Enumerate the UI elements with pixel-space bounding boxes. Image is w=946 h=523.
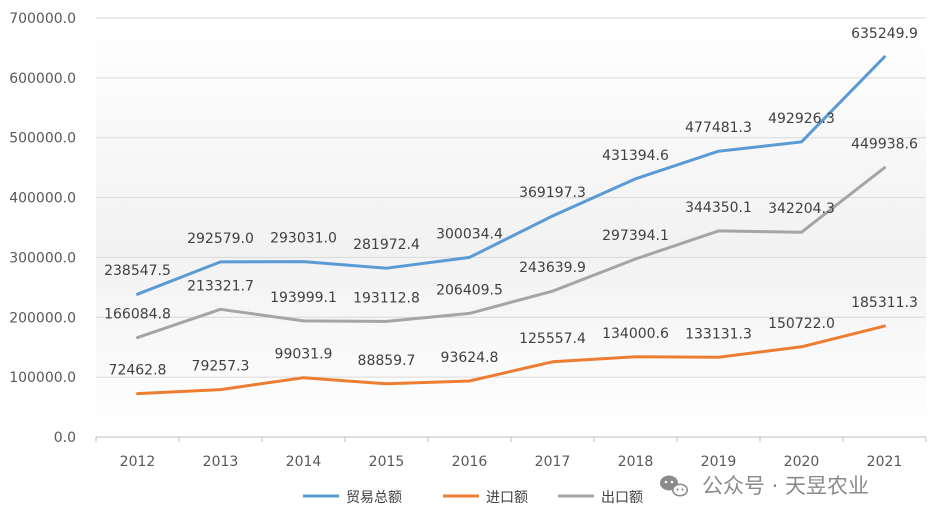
data-label: 134000.6 — [602, 326, 669, 342]
legend-label-2: 出口额 — [601, 490, 643, 506]
x-tick-label: 2012 — [120, 454, 156, 470]
data-label: 342204.3 — [768, 201, 835, 217]
legend: 贸易总额 进口额 出口额 — [303, 490, 643, 506]
data-label: 185311.3 — [851, 295, 918, 311]
data-label: 243639.9 — [519, 260, 586, 276]
y-tick-label: 500000.0 — [9, 131, 76, 147]
data-label: 300034.4 — [436, 226, 503, 242]
wechat-icon — [660, 475, 688, 497]
data-label: 88859.7 — [358, 353, 416, 369]
plot-area — [96, 18, 926, 437]
y-tick-label: 600000.0 — [9, 71, 76, 87]
data-label: 150722.0 — [768, 316, 835, 332]
data-label: 292579.0 — [187, 231, 254, 247]
x-tick-label: 2020 — [784, 454, 820, 470]
x-tick-label: 2018 — [618, 454, 654, 470]
x-tick-label: 2016 — [452, 454, 488, 470]
data-labels: 238547.5 292579.0 293031.0 281972.4 300034.4… — [104, 26, 918, 379]
series-line-2 — [136, 166, 886, 340]
data-label: 93624.8 — [441, 350, 499, 366]
y-tick-label: 200000.0 — [9, 310, 76, 326]
x-tick-label: 2017 — [535, 454, 571, 470]
data-label: 213321.7 — [187, 278, 254, 294]
data-label: 125557.4 — [519, 331, 586, 347]
y-tick-label: 400000.0 — [9, 191, 76, 207]
series-lines — [136, 55, 886, 396]
legend-label-0: 贸易总额 — [346, 490, 402, 506]
data-label: 206409.5 — [436, 282, 503, 298]
data-label: 477481.3 — [685, 120, 752, 136]
y-tick-label: 300000.0 — [9, 250, 76, 266]
series-line-0 — [136, 55, 886, 296]
x-axis-ticks: 2012 2013 2014 2015 2016 2017 2018 2019 2020 2021 — [95, 437, 927, 470]
data-label: 193112.8 — [353, 290, 420, 306]
x-tick-label: 2019 — [701, 454, 737, 470]
y-tick-label: 100000.0 — [9, 370, 76, 386]
data-label: 297394.1 — [602, 228, 669, 244]
y-tick-label: 700000.0 — [9, 11, 76, 27]
x-tick-label: 2013 — [203, 454, 239, 470]
data-label: 293031.0 — [270, 231, 337, 247]
watermark-text: 公众号 · 天昱农业 — [702, 474, 869, 498]
data-label: 635249.9 — [851, 26, 918, 42]
data-label: 72462.8 — [109, 363, 167, 379]
data-label: 369197.3 — [519, 185, 586, 201]
watermark: 公众号 · 天昱农业 — [660, 474, 869, 498]
legend-label-1: 进口额 — [486, 490, 528, 506]
x-tick-label: 2014 — [286, 454, 322, 470]
data-label: 166084.8 — [104, 307, 171, 323]
data-label: 193999.1 — [270, 290, 337, 306]
data-label: 431394.6 — [602, 148, 669, 164]
data-label: 449938.6 — [851, 137, 918, 153]
data-label: 281972.4 — [353, 237, 420, 253]
x-tick-label: 2021 — [867, 454, 903, 470]
data-label: 344350.1 — [685, 200, 752, 216]
gridlines — [96, 17, 926, 438]
data-label: 79257.3 — [192, 359, 250, 375]
data-label: 99031.9 — [275, 347, 333, 363]
data-label: 238547.5 — [104, 263, 171, 279]
data-label: 133131.3 — [685, 326, 752, 342]
data-label: 492926.3 — [768, 111, 835, 127]
y-axis-ticks: 0.0 100000.0 200000.0 300000.0 400000.0 50000… — [9, 11, 76, 446]
y-tick-label: 0.0 — [54, 430, 76, 446]
x-tick-label: 2015 — [369, 454, 405, 470]
series-line-1 — [136, 324, 886, 396]
